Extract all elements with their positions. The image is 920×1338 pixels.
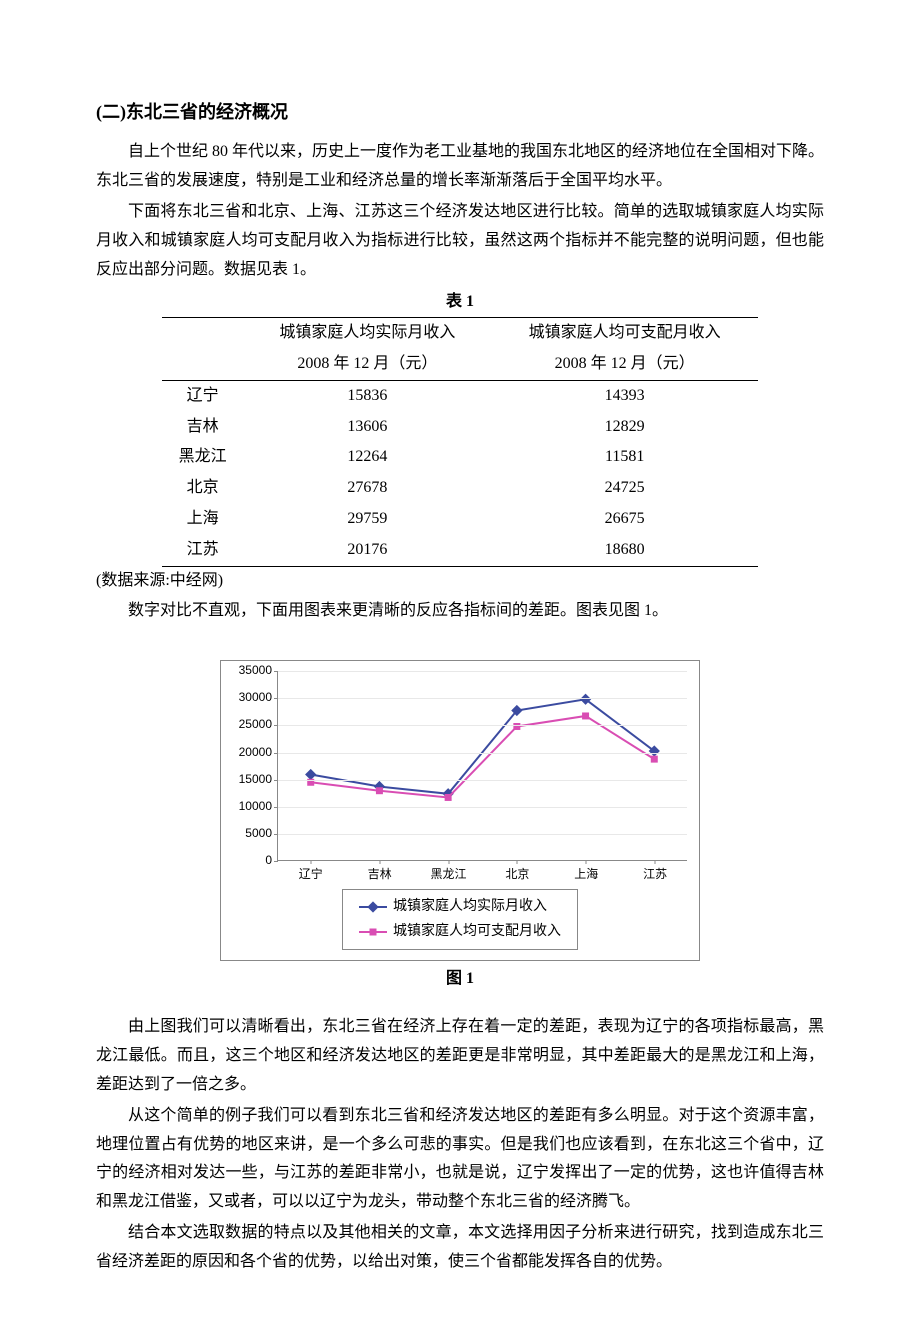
y-axis-tick-label: 20000 [239, 742, 278, 764]
x-axis-tick-label: 北京 [505, 860, 529, 886]
table-row: 黑龙江1226411581 [162, 442, 759, 473]
table-cell-disposable: 14393 [491, 380, 759, 411]
table-cell-actual: 13606 [244, 412, 491, 443]
y-axis-tick-label: 0 [265, 850, 278, 872]
table-cell-actual: 15836 [244, 380, 491, 411]
income-chart: 0 5000 10000 15000 20000 25000 30000 35000 辽宁 吉林 黑… [220, 660, 700, 960]
chart-legend: 城镇家庭人均实际月收入城镇家庭人均可支配月收入 [342, 889, 578, 949]
legend-item: 城镇家庭人均可支配月收入 [359, 919, 561, 944]
table-header-actual-l2: 2008 年 12 月（元） [244, 349, 491, 380]
table-header-actual-l1: 城镇家庭人均实际月收入 [244, 318, 491, 349]
table-cell-region: 上海 [162, 504, 244, 535]
table-header-disposable-l2: 2008 年 12 月（元） [491, 349, 759, 380]
paragraph-4: 数字对比不直观，下面用图表来更清晰的反应各指标间的差距。图表见图 1。 [96, 597, 824, 626]
table-cell-region: 北京 [162, 473, 244, 504]
table-cell-region: 江苏 [162, 535, 244, 566]
table-cell-disposable: 12829 [491, 412, 759, 443]
y-axis-tick-label: 25000 [239, 715, 278, 737]
table-row: 北京2767824725 [162, 473, 759, 504]
x-axis-tick-label: 吉林 [368, 860, 392, 886]
table-row: 吉林1360612829 [162, 412, 759, 443]
legend-label: 城镇家庭人均可支配月收入 [393, 919, 561, 944]
paragraph-6: 从这个简单的例子我们可以看到东北三省和经济发达地区的差距有多么明显。对于这个资源… [96, 1102, 824, 1217]
y-axis-tick-label: 10000 [239, 796, 278, 818]
y-axis-tick-label: 15000 [239, 769, 278, 791]
table-cell-disposable: 11581 [491, 442, 759, 473]
table-cell-disposable: 26675 [491, 504, 759, 535]
paragraph-2: 下面将东北三省和北京、上海、江苏这三个经济发达地区进行比较。简单的选取城镇家庭人… [96, 198, 824, 284]
income-table: 城镇家庭人均实际月收入 城镇家庭人均可支配月收入 2008 年 12 月（元） … [162, 317, 759, 566]
paragraph-1: 自上个世纪 80 年代以来，历史上一度作为老工业基地的我国东北地区的经济地位在全… [96, 138, 824, 196]
table-cell-actual: 29759 [244, 504, 491, 535]
table-cell-disposable: 18680 [491, 535, 759, 566]
table-cell-actual: 12264 [244, 442, 491, 473]
table-cell-actual: 27678 [244, 473, 491, 504]
x-axis-tick-label: 江苏 [643, 860, 667, 886]
x-axis-tick-label: 上海 [574, 860, 598, 886]
y-axis-tick-label: 30000 [239, 687, 278, 709]
data-source-note: (数据来源:中经网) [96, 567, 824, 596]
figure-caption: 图 1 [96, 965, 824, 994]
section-heading: (二)东北三省的经济概况 [96, 96, 824, 128]
x-axis-tick-label: 辽宁 [299, 860, 323, 886]
paragraph-7: 结合本文选取数据的特点以及其他相关的文章，本文选择用因子分析来进行研究，找到造成… [96, 1219, 824, 1277]
table-caption: 表 1 [96, 288, 824, 317]
table-row: 上海2975926675 [162, 504, 759, 535]
paragraph-5: 由上图我们可以清晰看出，东北三省在经济上存在着一定的差距，表现为辽宁的各项指标最… [96, 1013, 824, 1099]
table-cell-disposable: 24725 [491, 473, 759, 504]
y-axis-tick-label: 35000 [239, 660, 278, 682]
legend-label: 城镇家庭人均实际月收入 [393, 894, 547, 919]
table-row: 辽宁1583614393 [162, 380, 759, 411]
table-header-disposable-l1: 城镇家庭人均可支配月收入 [491, 318, 759, 349]
table-cell-region: 辽宁 [162, 380, 244, 411]
table-cell-region: 吉林 [162, 412, 244, 443]
legend-item: 城镇家庭人均实际月收入 [359, 894, 561, 919]
table-cell-region: 黑龙江 [162, 442, 244, 473]
table-row: 江苏2017618680 [162, 535, 759, 566]
y-axis-tick-label: 5000 [245, 823, 278, 845]
x-axis-tick-label: 黑龙江 [431, 860, 467, 886]
table-cell-actual: 20176 [244, 535, 491, 566]
